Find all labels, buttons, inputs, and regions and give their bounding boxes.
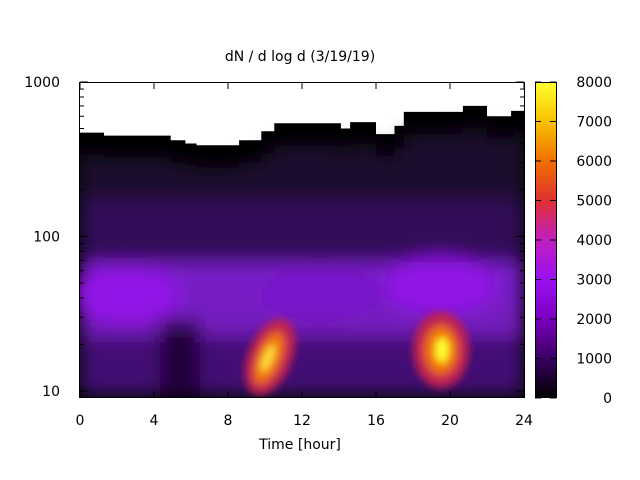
heatmap-purple-left — [79, 267, 180, 323]
colorbar-tick-label: 3000 — [576, 273, 612, 289]
y-tick-label: 1000 — [24, 75, 60, 91]
heatmap-dark-column — [160, 320, 200, 392]
heatmap-colors — [79, 127, 524, 398]
hotspot-20h-core — [435, 337, 449, 363]
x-tick-label: 4 — [150, 413, 159, 429]
heatmap-purple-right — [385, 255, 495, 315]
colorbar-tick-label: 6000 — [576, 154, 612, 170]
colorbar-tick-label: 4000 — [576, 233, 612, 249]
heatmap-purple-mid — [260, 270, 380, 320]
colorbar-tick-label: 7000 — [576, 115, 612, 131]
colorbar-tick-label: 1000 — [576, 352, 612, 368]
colorbar-tick-label: 2000 — [576, 312, 612, 328]
y-axis-ticks: 10 100 1000 — [24, 75, 524, 400]
colorbar-tick-label: 0 — [603, 391, 612, 407]
colorbar-tick-label: 8000 — [576, 75, 612, 91]
x-tick-label: 12 — [293, 413, 311, 429]
x-tick-label: 16 — [367, 413, 385, 429]
hotspot-10h-core — [260, 343, 276, 373]
x-tick-label: 0 — [76, 413, 85, 429]
chart-title: dN / d log d (3/19/19) — [225, 49, 375, 65]
colorbar-ticks: 0 1000 2000 3000 4000 5000 6000 7000 8000 — [535, 75, 612, 407]
plot-area — [79, 82, 525, 398]
y-tick-label: 10 — [42, 384, 60, 400]
heatmap-hotspots — [244, 312, 469, 395]
x-tick-label: 20 — [441, 413, 459, 429]
x-axis-label: Time [hour] — [258, 437, 341, 453]
x-axis-ticks: 0 4 8 12 16 20 24 — [76, 82, 533, 429]
y-tick-label: 100 — [33, 229, 60, 245]
x-tick-label: 24 — [515, 413, 533, 429]
x-tick-label: 8 — [224, 413, 233, 429]
colorbar-tick-label: 5000 — [576, 194, 612, 210]
